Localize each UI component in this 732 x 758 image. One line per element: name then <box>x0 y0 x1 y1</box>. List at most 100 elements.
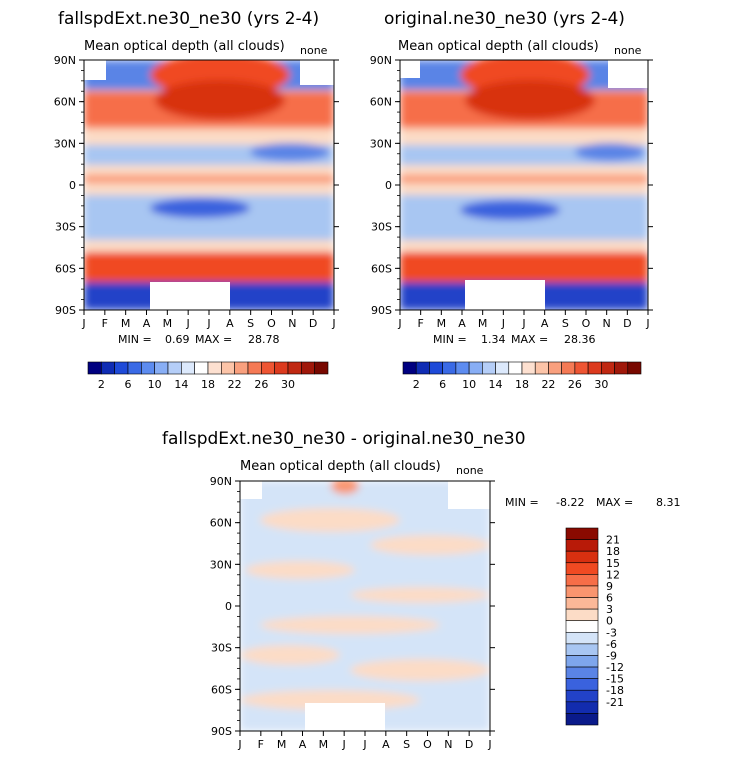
colorbar-swatch <box>287 361 302 375</box>
x-tick-label: J <box>521 317 525 330</box>
x-tick-label: J <box>342 738 346 751</box>
missing-data <box>305 703 385 731</box>
colorbar-swatch <box>614 361 629 375</box>
colorbar-swatch <box>565 562 599 575</box>
y-tick-label: 30N <box>210 558 232 571</box>
colorbar-swatch <box>314 361 329 375</box>
missing-data <box>240 481 262 499</box>
colorbar-swatch <box>565 574 599 587</box>
panel3-units: none <box>456 464 484 477</box>
colorbar-label: 21 <box>606 534 620 547</box>
x-tick-label: J <box>81 317 85 330</box>
x-tick-label: M <box>319 738 329 751</box>
field-band <box>400 130 648 145</box>
colorbar-label: 18 <box>201 378 215 391</box>
x-tick-label: M <box>478 317 488 330</box>
colorbar-swatch <box>468 361 483 375</box>
x-tick-label: O <box>582 317 591 330</box>
x-tick-label: O <box>267 317 276 330</box>
panel3-max-label: MAX = <box>596 496 633 509</box>
x-tick-label: O <box>423 738 432 751</box>
panel1-field <box>84 60 334 310</box>
colorbar-label: 2 <box>413 378 420 391</box>
x-tick-label: A <box>458 317 466 330</box>
colorbar-swatch <box>482 361 496 375</box>
colorbar-swatch <box>415 361 430 375</box>
y-tick-label: 60S <box>55 262 76 275</box>
y-tick-label: 90N <box>210 475 232 488</box>
x-tick-label: D <box>623 317 631 330</box>
panel1-min-label: MIN = <box>118 333 152 346</box>
x-tick-label: J <box>501 317 505 330</box>
colorbar-swatch <box>534 361 549 375</box>
colorbar-label: 10 <box>462 378 476 391</box>
y-tick-label: 90S <box>211 725 232 738</box>
colorbar-label: 0 <box>606 615 613 628</box>
colorbar-swatch <box>565 527 599 540</box>
colorbar-swatch <box>561 361 576 375</box>
colorbar-swatch <box>207 361 222 375</box>
panel2-colorbar: 2 6 10 14 18 22 26 30 <box>402 361 642 391</box>
y-tick-label: 0 <box>385 179 392 192</box>
panel3-subtitle: Mean optical depth (all clouds) <box>240 459 441 474</box>
field-blob <box>245 561 355 579</box>
x-tick-label: A <box>226 317 234 330</box>
y-tick-label: 90N <box>370 54 392 67</box>
colorbar-label: 6 <box>125 378 132 391</box>
x-tick-label: A <box>143 317 151 330</box>
colorbar-swatch <box>548 361 562 375</box>
x-tick-label: S <box>403 738 410 751</box>
y-tick-label: 0 <box>225 600 232 613</box>
field-blob <box>370 535 490 555</box>
colorbar-swatch <box>601 361 615 375</box>
colorbar-swatch <box>402 361 417 375</box>
colorbar-label: 18 <box>515 378 529 391</box>
field-band <box>84 165 334 175</box>
colorbar-label: 3 <box>606 603 613 616</box>
colorbar-swatch <box>194 361 209 375</box>
x-tick-label: D <box>309 317 317 330</box>
panel1-title: fallspdExt.ne30_ne30 (yrs 2-4) <box>58 9 319 29</box>
missing-data <box>608 60 648 88</box>
colorbar-label: 6 <box>606 592 613 605</box>
colorbar-swatch <box>565 539 599 552</box>
colorbar-label: 10 <box>148 378 162 391</box>
x-tick-label: J <box>487 738 491 751</box>
x-tick-label: J <box>397 317 401 330</box>
field-band <box>84 175 334 183</box>
colorbar-swatch <box>565 689 599 703</box>
colorbar-swatch <box>167 361 182 375</box>
colorbar-label: -21 <box>606 696 624 709</box>
x-tick-label: A <box>299 738 307 751</box>
colorbar-swatch <box>565 701 599 714</box>
colorbar-swatch <box>627 361 642 375</box>
colorbar-label: -6 <box>606 638 617 651</box>
colorbar-swatch <box>565 550 599 564</box>
y-tick-label: 90N <box>54 54 76 67</box>
panel2-max-label: MAX = <box>511 333 548 346</box>
field-band <box>400 240 648 252</box>
y-tick-label: 60S <box>371 262 392 275</box>
field-blob <box>460 200 560 220</box>
x-tick-label: N <box>288 317 296 330</box>
missing-data <box>84 60 106 80</box>
colorbar-swatch <box>587 361 602 375</box>
colorbar-swatch <box>154 361 169 375</box>
colorbar-swatch <box>234 361 249 375</box>
colorbar-label: 26 <box>568 378 582 391</box>
colorbar-label: 12 <box>606 568 620 581</box>
y-tick-label: 60N <box>54 96 76 109</box>
field-blob <box>465 80 595 120</box>
colorbar-swatch <box>274 361 289 375</box>
x-tick-label: M <box>121 317 131 330</box>
colorbar-swatch <box>247 361 262 375</box>
colorbar-swatch <box>565 608 599 622</box>
x-tick-label: A <box>382 738 390 751</box>
panel3-max: 8.31 <box>656 496 681 509</box>
x-tick-label: A <box>541 317 549 330</box>
colorbar-swatch <box>261 361 275 375</box>
y-tick-label: 30S <box>371 221 392 234</box>
x-tick-label: S <box>247 317 254 330</box>
